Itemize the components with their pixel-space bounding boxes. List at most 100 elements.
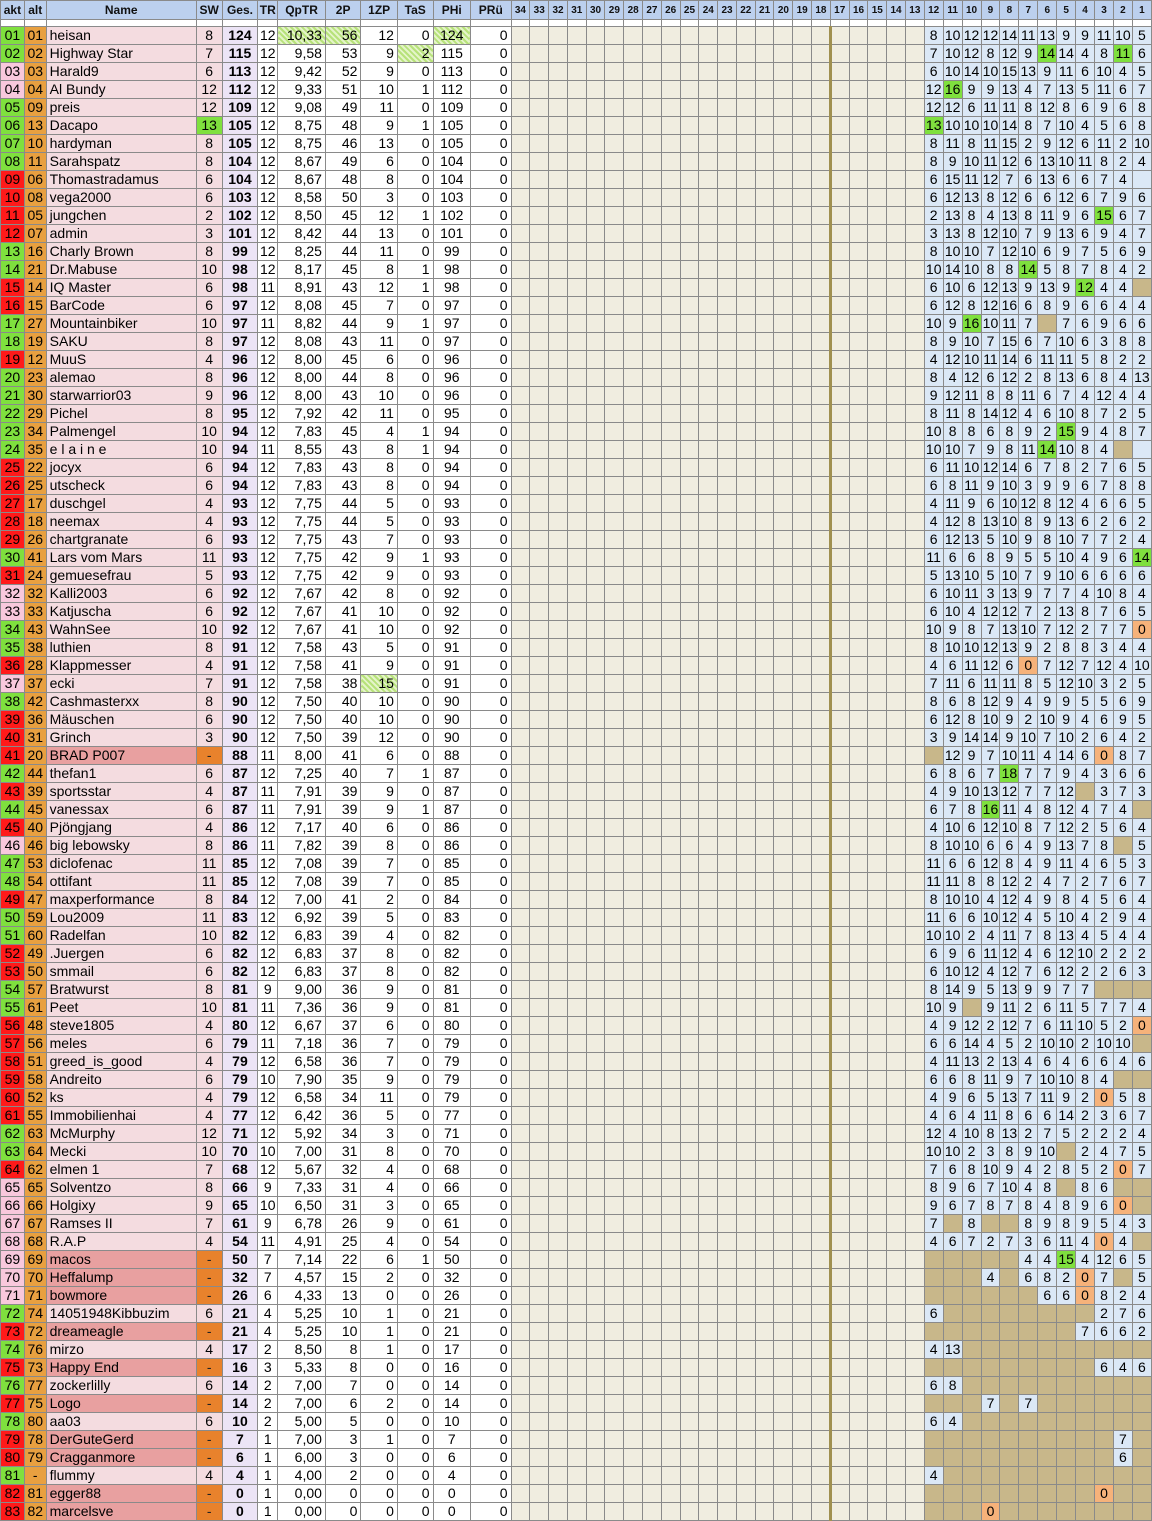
round-cell-34	[510, 674, 531, 693]
round-score-6: 10	[1037, 1142, 1058, 1161]
round-cell-23	[717, 242, 737, 261]
round-score-2: 6	[1112, 548, 1133, 567]
round-cell-26	[660, 296, 681, 315]
round-cell-33	[529, 638, 550, 657]
round-cell-19	[792, 62, 813, 81]
round-cell-20	[773, 422, 794, 441]
one-point-count: 9	[360, 62, 398, 81]
rounds-played: 11	[257, 1034, 279, 1053]
round-cell-21	[754, 1178, 775, 1197]
total-score: 96	[221, 386, 259, 405]
round-wins: 0	[396, 332, 434, 351]
round-cell-16	[848, 1322, 869, 1341]
round-cell-32	[548, 1322, 568, 1341]
player-name: Holgixy	[45, 1196, 197, 1215]
round-cell-24	[698, 1178, 719, 1197]
total-score: 50	[221, 1250, 259, 1269]
round-cell-25	[679, 764, 700, 783]
two-point-count: 31	[324, 1196, 362, 1215]
round-cell-26	[660, 26, 681, 45]
round-cell-16	[848, 1142, 869, 1161]
two-point-count: 41	[324, 890, 362, 909]
round-cell-17	[829, 1088, 850, 1107]
second-half-points: 0	[470, 62, 512, 81]
table-row: 46 46 big lebowsky 8 86 11 7,82 39 8 0 86 0 8 10 10 6 6 4…	[0, 836, 1152, 855]
round-score-7: 6	[1018, 296, 1039, 315]
round-score-9	[980, 1340, 1001, 1359]
round-cell-18	[811, 26, 832, 45]
round-cell-24	[698, 1358, 719, 1377]
round-score-5: 8	[1056, 98, 1077, 117]
points-per-round: 6,42	[277, 1106, 326, 1125]
rounds-played: 12	[257, 422, 279, 441]
gap-cell	[0, 19, 25, 27]
round-cell-28	[623, 1394, 644, 1413]
rounds-played: 12	[257, 512, 279, 531]
round-score-6: 6	[1037, 1232, 1058, 1251]
points-per-round: 7,08	[277, 854, 326, 873]
rank-current: 73	[0, 1322, 25, 1341]
round-score-5: 5	[1056, 1124, 1077, 1143]
round-cell-22	[735, 530, 756, 549]
round-score-3: 7	[1094, 602, 1114, 621]
two-point-count: 36	[324, 1034, 362, 1053]
round-cell-26	[660, 386, 681, 405]
round-cell-19	[792, 1358, 813, 1377]
round-cell-27	[642, 890, 662, 909]
points-per-round: 7,33	[277, 1178, 326, 1197]
round-cell-31	[566, 350, 587, 369]
round-score-5: 9	[1056, 206, 1077, 225]
round-score-9: 5	[980, 1088, 1001, 1107]
round-cell-24	[698, 764, 719, 783]
round-cell-13	[904, 656, 925, 675]
round-score-6: 9	[1037, 1214, 1058, 1233]
two-point-count: 48	[324, 116, 362, 135]
rank-current: 28	[0, 512, 25, 531]
round-score-9: 11	[980, 944, 1001, 963]
round-cell-25	[679, 314, 700, 333]
round-score-11	[942, 1286, 963, 1305]
round-cell-22	[735, 728, 756, 747]
round-cell-25	[679, 1232, 700, 1251]
round-score-7: 13	[1018, 62, 1039, 81]
round-cell-26	[660, 1304, 681, 1323]
round-cell-22	[735, 206, 756, 225]
round-cell-30	[585, 728, 606, 747]
table-row: 58 51 greed_is_good 4 79 12 6,58 36 7 0 79 0 4 11 13 2 1…	[0, 1052, 1152, 1071]
points-per-round: 0,00	[277, 1484, 326, 1503]
round-cell-32	[548, 530, 568, 549]
total-score: 109	[221, 98, 259, 117]
rank-current: 03	[0, 62, 25, 81]
round-score-7: 6	[1018, 350, 1039, 369]
second-half-points: 0	[470, 836, 512, 855]
round-score-9: 12	[980, 692, 1001, 711]
round-cell-18	[811, 710, 832, 729]
round-cell-16	[848, 152, 869, 171]
round-cell-30	[585, 206, 606, 225]
round-cell-21	[754, 350, 775, 369]
player-name: Logo	[45, 1394, 197, 1413]
rank-current: 22	[0, 404, 25, 423]
round-cell-20	[773, 1052, 794, 1071]
round-cell-20	[773, 530, 794, 549]
round-cell-30	[585, 836, 606, 855]
round-cell-14	[886, 980, 906, 999]
round-score-2: 4	[1112, 62, 1133, 81]
first-half-points: 66	[432, 1178, 472, 1197]
round-cell-14	[886, 656, 906, 675]
round-score-8: 10	[999, 494, 1020, 513]
round-cell-19	[792, 998, 813, 1017]
points-per-round: 7,00	[277, 1376, 326, 1395]
round-cell-26	[660, 1448, 681, 1467]
two-point-count: 37	[324, 944, 362, 963]
round-cell-20	[773, 620, 794, 639]
round-wins: 0	[396, 1304, 434, 1323]
round-cell-33	[529, 1250, 550, 1269]
rounds-played: 12	[257, 728, 279, 747]
round-score-7: 9	[1018, 1142, 1039, 1161]
total-score: 104	[221, 170, 259, 189]
player-name: BarCode	[45, 296, 197, 315]
gap-cell	[735, 19, 756, 27]
round-cell-24	[698, 242, 719, 261]
round-score-2: 2	[1112, 1286, 1133, 1305]
